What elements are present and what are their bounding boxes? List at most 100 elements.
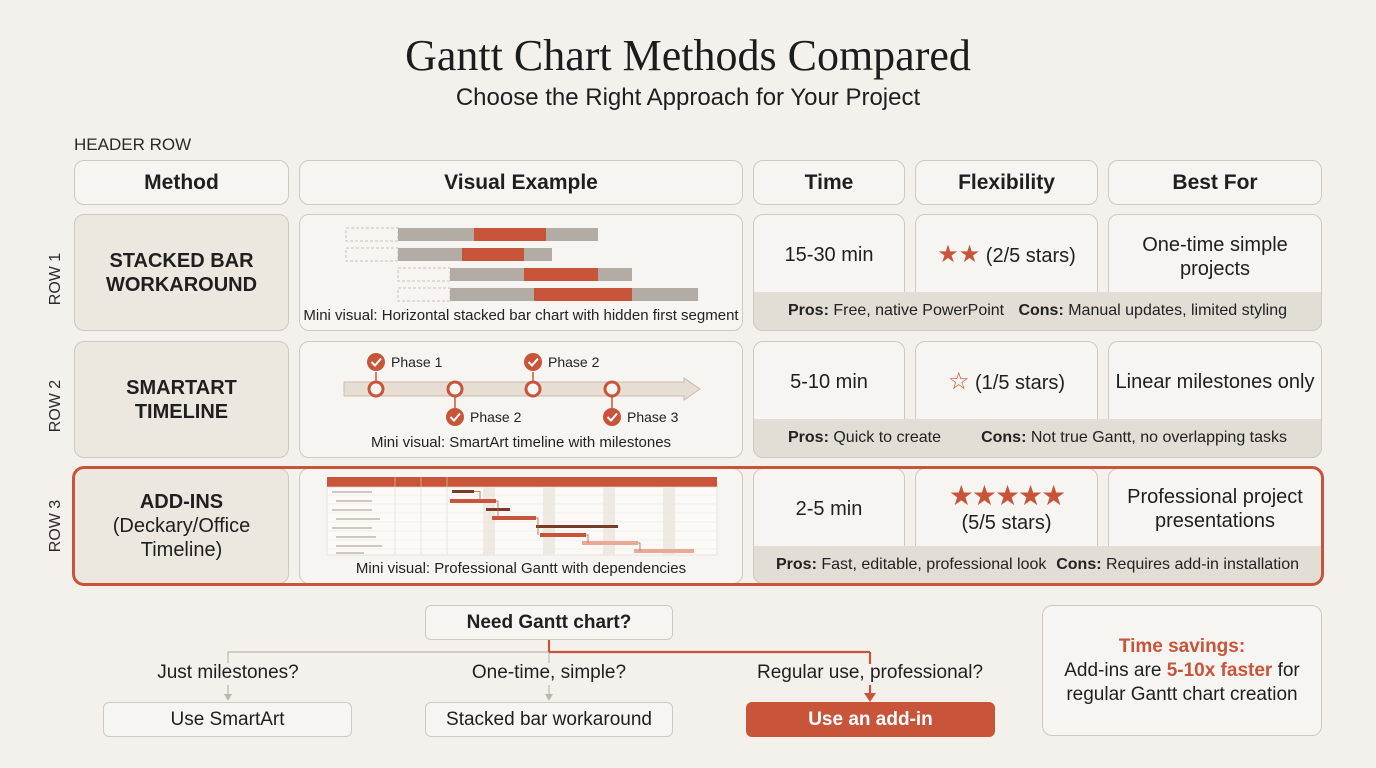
rating-text: (5/5 stars) xyxy=(961,512,1052,534)
method-name: STACKED BAR xyxy=(109,249,254,272)
method-name-line2: TIMELINE xyxy=(134,400,229,423)
flow-root-question: Need Gantt chart? xyxy=(425,605,673,640)
gantt-task-bar xyxy=(634,549,694,553)
time-value: 15-30 min xyxy=(784,244,874,266)
time-value: 2-5 min xyxy=(795,498,863,520)
hidden-segment xyxy=(345,227,399,242)
star-filled-icon: ★★ xyxy=(937,241,981,268)
best-for-text-line2: projects xyxy=(1179,258,1250,280)
bar-gray xyxy=(546,228,598,241)
method-name: SMARTART xyxy=(126,376,237,399)
cons-text: Cons: Not true Gantt, no overlapping tas… xyxy=(981,429,1287,446)
bar-gray xyxy=(632,288,698,301)
milestone-label: Phase 1 xyxy=(391,354,443,370)
bar-gray xyxy=(398,248,462,261)
bar-gray xyxy=(450,268,524,281)
visual-caption: Mini visual: Horizontal stacked bar char… xyxy=(303,307,739,324)
page-title: Gantt Chart Methods Compared xyxy=(405,31,971,80)
method-subtitle-line2: Timeline) xyxy=(140,539,223,561)
flow-question: Regular use, professional? xyxy=(756,662,984,683)
time-savings-text: Add-ins are 5-10x faster for xyxy=(1064,659,1300,681)
star-outline-icon: ☆ xyxy=(947,368,970,395)
header-flexibility: Flexibility xyxy=(915,160,1098,205)
check-circle-icon xyxy=(446,408,464,426)
gantt-task-bar xyxy=(536,525,618,528)
visual-example-cell: Mini visual: Horizontal stacked bar char… xyxy=(299,214,743,331)
visual-example-cell: Phase 1 Phase 2 Phase 2 Phase 3 Mini vis… xyxy=(299,341,743,458)
flow-answer-smartart: Use SmartArt xyxy=(103,702,352,737)
bar-gray xyxy=(450,288,534,301)
bar-gray xyxy=(398,228,474,241)
time-value: 5-10 min xyxy=(790,371,868,393)
flow-answer-add-in: Use an add-in xyxy=(746,702,995,737)
hidden-segment xyxy=(397,267,451,282)
best-for-text: Professional project xyxy=(1127,486,1303,508)
rating-stars: ☆ (1/5 stars) xyxy=(948,370,1065,395)
rating-text: (2/5 stars) xyxy=(985,245,1076,267)
milestone-marker xyxy=(446,380,464,398)
page-subtitle: Choose the Right Approach for Your Proje… xyxy=(455,84,921,111)
milestone-label: Phase 2 xyxy=(548,354,600,370)
bar-orange xyxy=(534,288,632,301)
rating-text: (1/5 stars) xyxy=(975,372,1066,394)
recommended-row-highlight xyxy=(72,466,1324,586)
best-for-text: One-time simple xyxy=(1142,234,1288,256)
row-label: ROW 2 xyxy=(47,379,64,433)
pros-cons-bar: Pros: Quick to create Cons: Not true Gan… xyxy=(753,419,1322,458)
milestone-marker xyxy=(524,380,542,398)
hidden-segment xyxy=(345,247,399,262)
time-savings-text-line2: regular Gantt chart creation xyxy=(1066,683,1298,705)
bar-orange xyxy=(524,268,598,281)
milestone-marker xyxy=(603,380,621,398)
visual-example-cell: Mini visual: Professional Gantt with dep… xyxy=(299,468,743,584)
check-circle-icon xyxy=(524,353,542,371)
pros-text: Pros: Fast, editable, professional look xyxy=(776,555,1047,573)
milestone-label: Phase 2 xyxy=(470,409,522,425)
smartart-timeline-mini: Phase 1 Phase 2 Phase 2 Phase 3 xyxy=(343,353,701,426)
header-method: Method xyxy=(74,160,289,205)
bar-gray xyxy=(598,268,632,281)
gantt-task-bar xyxy=(582,541,638,545)
header-row-caption: HEADER ROW xyxy=(74,135,192,154)
method-cell: SMARTART TIMELINE xyxy=(74,341,289,458)
gantt-task-bar xyxy=(452,490,474,493)
flow-answer-stacked-bar: Stacked bar workaround xyxy=(425,702,673,737)
star-filled-icon: ★★★★★ xyxy=(948,480,1067,511)
method-cell: STACKED BAR WORKAROUND xyxy=(74,214,289,331)
check-circle-icon xyxy=(603,408,621,426)
flow-question: Just milestones? xyxy=(157,662,299,683)
flow-question: One-time, simple? xyxy=(471,662,627,683)
pros-text: Pros: Free, native PowerPoint xyxy=(788,302,1005,319)
method-name-line2: WORKAROUND xyxy=(105,273,258,296)
visual-caption: Mini visual: Professional Gantt with dep… xyxy=(355,560,687,577)
check-circle-icon xyxy=(367,353,385,371)
milestone-marker xyxy=(367,380,385,398)
row-label: ROW 1 xyxy=(47,252,64,306)
best-for-text-line2: presentations xyxy=(1154,510,1276,532)
time-savings-title: Time savings: xyxy=(1118,635,1246,657)
bar-gray xyxy=(524,248,552,261)
gantt-task-bar xyxy=(492,516,536,520)
pros-cons-bar: Pros: Free, native PowerPoint Cons: Manu… xyxy=(753,292,1322,331)
hidden-segment xyxy=(397,287,451,302)
gantt-task-bar xyxy=(540,533,586,537)
professional-gantt-mini xyxy=(326,477,718,556)
cons-text: Cons: Requires add-in installation xyxy=(1056,555,1299,573)
timeline-arrow xyxy=(343,377,701,401)
best-for-text: Linear milestones only xyxy=(1115,371,1315,393)
row-label: ROW 3 xyxy=(47,499,64,553)
method-subtitle: (Deckary/Office xyxy=(112,515,251,537)
time-savings-callout: Time savings: Add-ins are 5-10x faster f… xyxy=(1042,605,1322,736)
pros-text: Pros: Quick to create xyxy=(788,429,941,446)
visual-caption: Mini visual: SmartArt timeline with mile… xyxy=(370,434,672,451)
bar-orange xyxy=(462,248,524,261)
rating-stars: ★★ (2/5 stars) xyxy=(937,243,1076,268)
header-visual-example: Visual Example xyxy=(299,160,743,205)
arrow-down-icon xyxy=(864,693,876,702)
milestone-label: Phase 3 xyxy=(627,409,679,425)
cons-text: Cons: Manual updates, limited styling xyxy=(1018,302,1287,319)
stacked-bar-mini-chart xyxy=(345,227,698,302)
method-name: ADD-INS xyxy=(139,491,224,513)
header-time: Time xyxy=(753,160,905,205)
gantt-task-bar xyxy=(450,499,496,503)
